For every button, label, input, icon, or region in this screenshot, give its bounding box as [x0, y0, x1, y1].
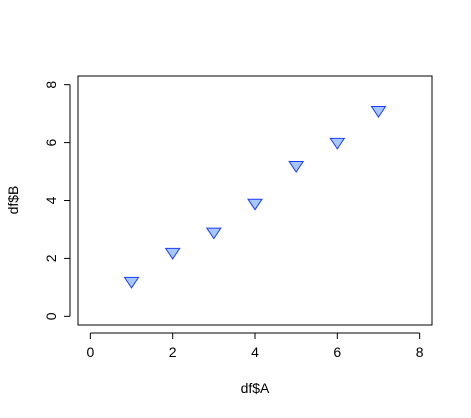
y-tick-label: 2	[43, 254, 59, 262]
data-point	[370, 106, 387, 118]
data-point	[329, 137, 346, 150]
data-point	[247, 198, 263, 211]
data-points	[123, 106, 387, 289]
plot-area-frame	[77, 75, 433, 326]
y-tick-label: 4	[43, 196, 59, 204]
x-tick-label: 6	[333, 344, 341, 360]
x-tick-label: 4	[251, 344, 259, 360]
data-point	[288, 161, 305, 173]
x-axis-title: df$A	[241, 380, 270, 396]
data-point	[123, 276, 140, 289]
x-tick-label: 8	[416, 344, 424, 360]
x-tick-label: 0	[86, 344, 94, 360]
data-point	[205, 227, 222, 240]
y-tick-label: 6	[43, 138, 59, 146]
x-tick-label: 2	[169, 344, 177, 360]
x-axis: 0 2 4 6 8	[86, 332, 424, 360]
y-tick-label: 8	[43, 81, 59, 89]
data-point	[164, 247, 181, 260]
y-axis-title: df$B	[5, 186, 21, 215]
y-tick-label: 0	[43, 312, 59, 320]
y-axis: 0 2 4 6 8	[43, 81, 71, 320]
